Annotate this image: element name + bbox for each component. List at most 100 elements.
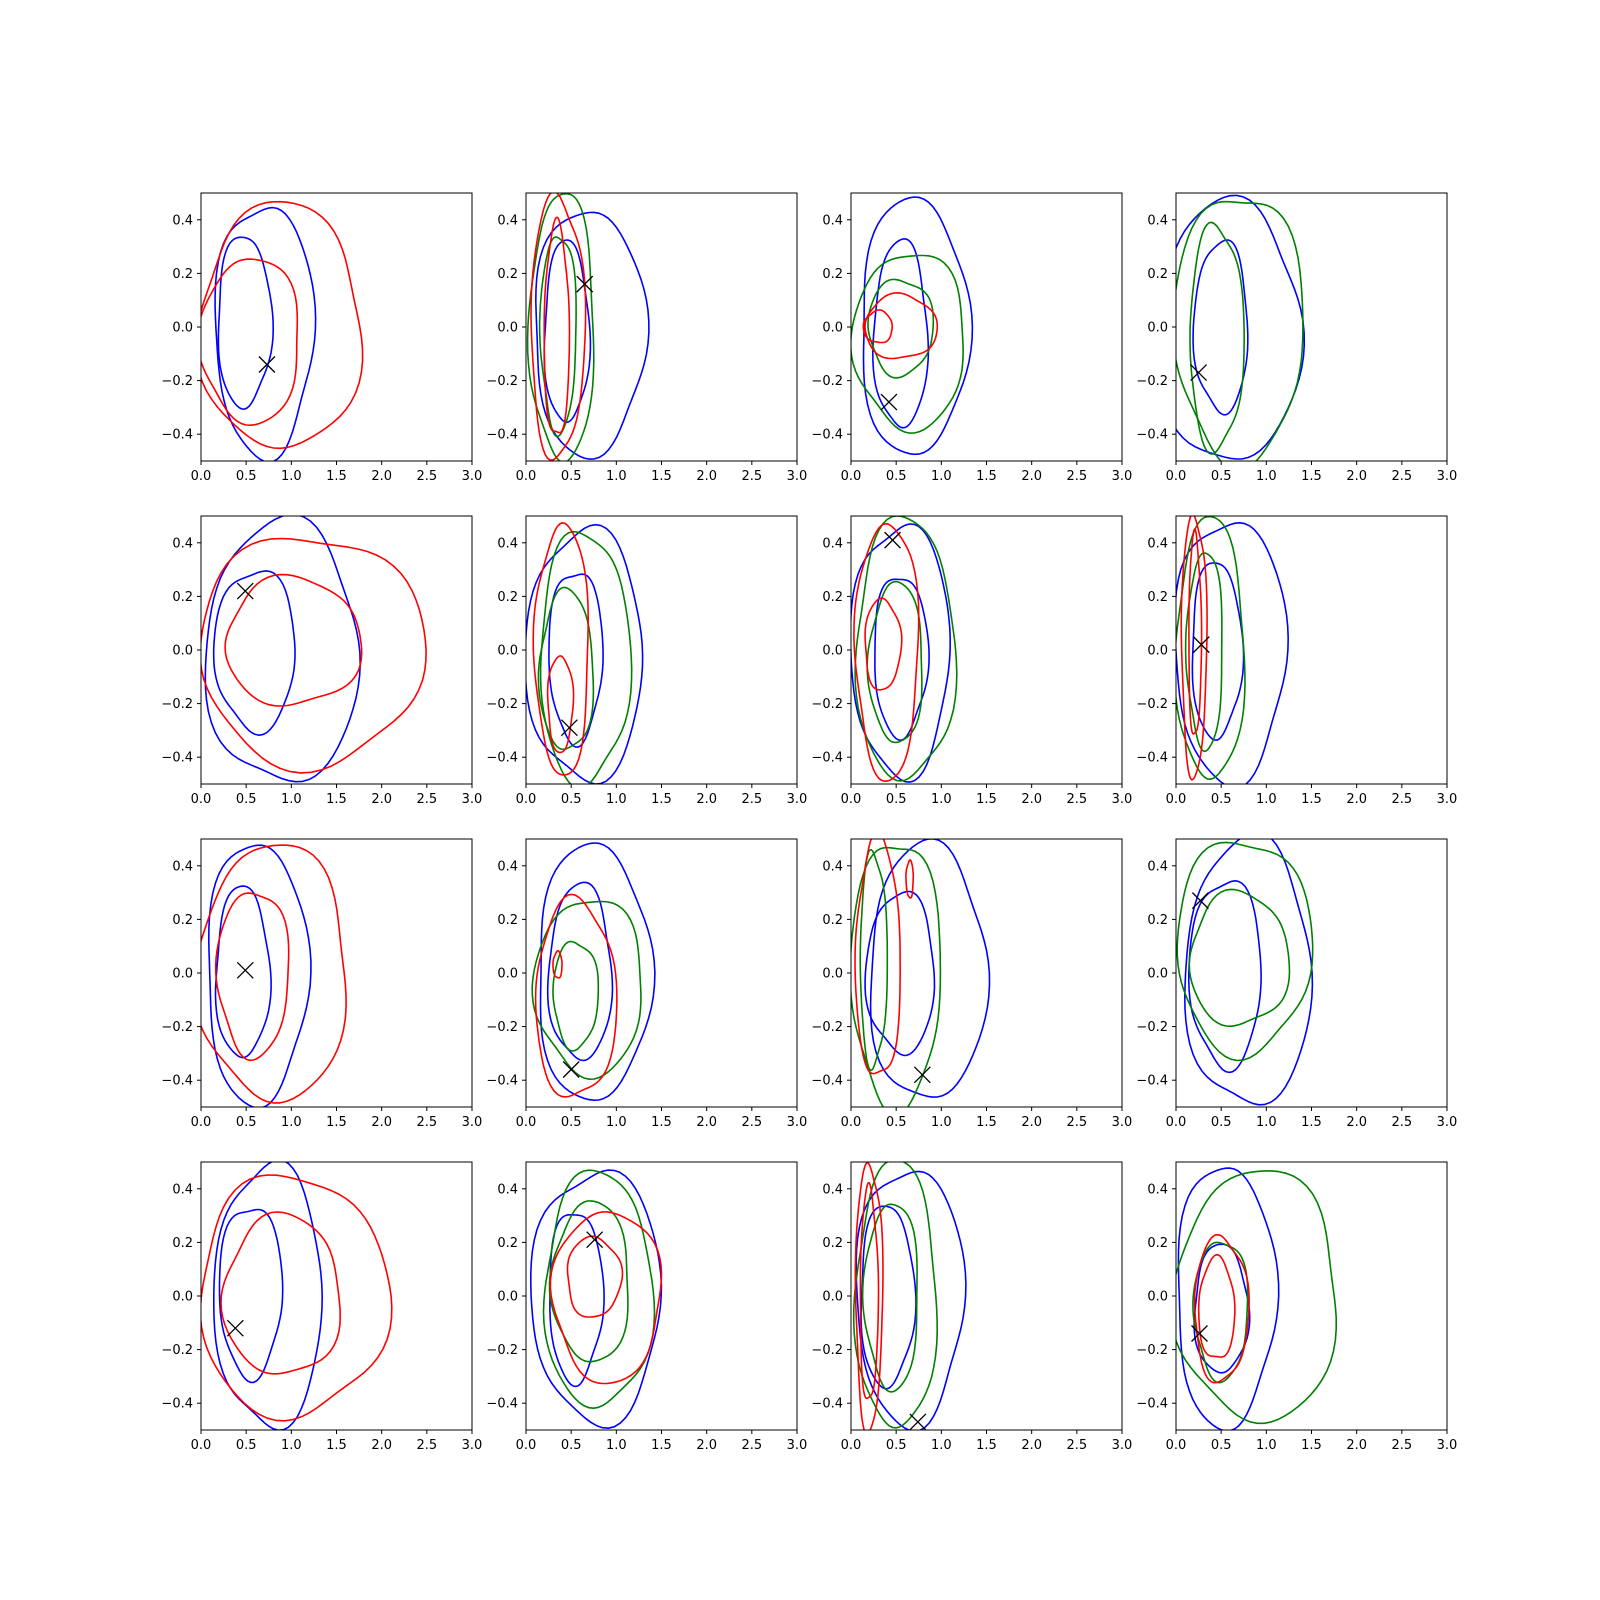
y-tick-label: −0.2	[486, 374, 518, 389]
contour-green-3	[1176, 841, 1314, 1062]
panel-7: 0.0 0.5 1.0 1.5 2.0 2.5 3.0 −0.4 −0.2 0.0 0.2 0.4	[811, 515, 1132, 807]
contour-blue-2	[1188, 879, 1262, 1074]
x-tick-label: 2.5	[741, 469, 762, 484]
x-tick-label: 1.5	[651, 1438, 672, 1453]
x-tick-label: 0.0	[1166, 1438, 1187, 1453]
contour-red-4	[220, 1211, 342, 1375]
contour-red-5	[854, 839, 902, 1075]
x-tick-label: 1.0	[281, 792, 302, 807]
contour-green-3	[542, 1169, 656, 1409]
y-tick-label: −0.2	[161, 374, 193, 389]
x-tick-label: 2.5	[741, 1115, 762, 1130]
x-tick-label: 2.5	[416, 792, 437, 807]
y-tick-label: 0.2	[822, 267, 843, 282]
contour-blue-2	[217, 236, 275, 410]
y-tick-label: 0.4	[497, 1182, 518, 1197]
contour-group	[1176, 516, 1289, 784]
x-tick-label: 1.0	[606, 792, 627, 807]
x-tick-label: 1.0	[281, 469, 302, 484]
x-tick-label: 3.0	[1437, 1438, 1458, 1453]
y-tick-label: −0.4	[1136, 751, 1168, 766]
y-tick-label: 0.4	[172, 859, 193, 874]
x-tick-label: 1.5	[326, 1115, 347, 1130]
y-tick-label: −0.4	[811, 751, 843, 766]
x-marker	[576, 275, 594, 293]
y-tick-label: −0.2	[811, 1343, 843, 1358]
contour-green-3	[851, 254, 964, 434]
x-marker	[562, 1061, 580, 1078]
contour-blue-1	[855, 1170, 967, 1430]
y-tick-label: 0.0	[172, 1290, 193, 1305]
x-tick-label: 1.5	[651, 1115, 672, 1130]
x-tick-label: 2.5	[1066, 1115, 1087, 1130]
x-tick-label: 1.5	[326, 792, 347, 807]
contour-blue-1	[1176, 521, 1289, 784]
contour-red-5	[534, 893, 618, 1098]
contour-red-3	[201, 844, 347, 1104]
x-marker	[1192, 636, 1210, 654]
y-tick-label: 0.0	[1147, 967, 1168, 982]
y-tick-label: −0.4	[161, 1074, 193, 1089]
x-tick-label: 2.0	[696, 1115, 717, 1130]
x-marker	[913, 1066, 931, 1084]
contour-green-3	[526, 193, 595, 461]
y-tick-label: 0.2	[1147, 913, 1168, 928]
y-tick-label: 0.4	[172, 213, 193, 228]
contour-blue-2	[874, 578, 930, 742]
contour-green-3	[1176, 1170, 1337, 1425]
x-tick-label: 1.0	[931, 1438, 952, 1453]
x-tick-label: 3.0	[1112, 469, 1133, 484]
x-tick-label: 0.5	[561, 1115, 582, 1130]
contour-red-6	[552, 949, 563, 979]
y-tick-label: 0.2	[822, 590, 843, 605]
x-marker	[909, 1413, 927, 1431]
x-tick-label: 0.5	[561, 469, 582, 484]
y-tick-label: 0.0	[1147, 321, 1168, 336]
x-tick-label: 2.5	[1066, 469, 1087, 484]
y-tick-label: 0.2	[172, 1236, 193, 1251]
x-tick-label: 0.0	[191, 1438, 212, 1453]
contour-group	[529, 1169, 663, 1429]
y-tick-label: −0.2	[161, 1020, 193, 1035]
contour-green-3	[851, 846, 942, 1107]
x-tick-label: 3.0	[1437, 469, 1458, 484]
contour-red-5	[549, 1211, 663, 1385]
x-tick-label: 0.5	[236, 792, 257, 807]
y-tick-label: 0.4	[1147, 536, 1168, 551]
x-tick-label: 1.0	[606, 1438, 627, 1453]
y-tick-label: −0.4	[811, 1397, 843, 1412]
x-tick-label: 0.0	[191, 469, 212, 484]
x-marker	[1190, 364, 1208, 382]
panel-10: 0.0 0.5 1.0 1.5 2.0 2.5 3.0 −0.4 −0.2 0.0 0.2 0.4	[486, 838, 807, 1130]
contour-blue-1	[534, 211, 650, 460]
x-tick-label: 3.0	[462, 792, 483, 807]
x-tick-label: 0.0	[516, 1438, 537, 1453]
x-tick-label: 2.0	[1346, 1115, 1367, 1130]
contour-blue-2	[860, 1205, 917, 1390]
x-tick-label: 2.0	[1021, 792, 1042, 807]
contour-green-4	[552, 940, 600, 1052]
x-marker	[1191, 892, 1209, 910]
y-tick-label: 0.4	[497, 859, 518, 874]
y-tick-label: 0.4	[172, 536, 193, 551]
contour-green-3	[852, 1162, 939, 1429]
panel-8: 0.0 0.5 1.0 1.5 2.0 2.5 3.0 −0.4 −0.2 0.0 0.2 0.4	[1136, 515, 1457, 807]
contour-group	[1176, 1167, 1337, 1430]
x-tick-label: 1.0	[606, 469, 627, 484]
contour-group	[201, 516, 427, 783]
x-tick-label: 2.5	[1391, 792, 1412, 807]
x-tick-label: 2.0	[371, 469, 392, 484]
x-tick-label: 2.5	[416, 1438, 437, 1453]
x-tick-label: 1.0	[1256, 469, 1277, 484]
x-tick-label: 0.5	[236, 1115, 257, 1130]
x-marker	[1191, 1325, 1208, 1342]
contour-blue-1	[1184, 839, 1314, 1106]
y-tick-label: −0.2	[161, 697, 193, 712]
y-tick-label: −0.4	[811, 1074, 843, 1089]
x-tick-label: 1.5	[976, 792, 997, 807]
x-tick-label: 0.5	[236, 1438, 257, 1453]
y-tick-label: 0.2	[497, 1236, 518, 1251]
y-tick-label: −0.4	[486, 1397, 518, 1412]
contour-green-4	[1184, 552, 1223, 753]
